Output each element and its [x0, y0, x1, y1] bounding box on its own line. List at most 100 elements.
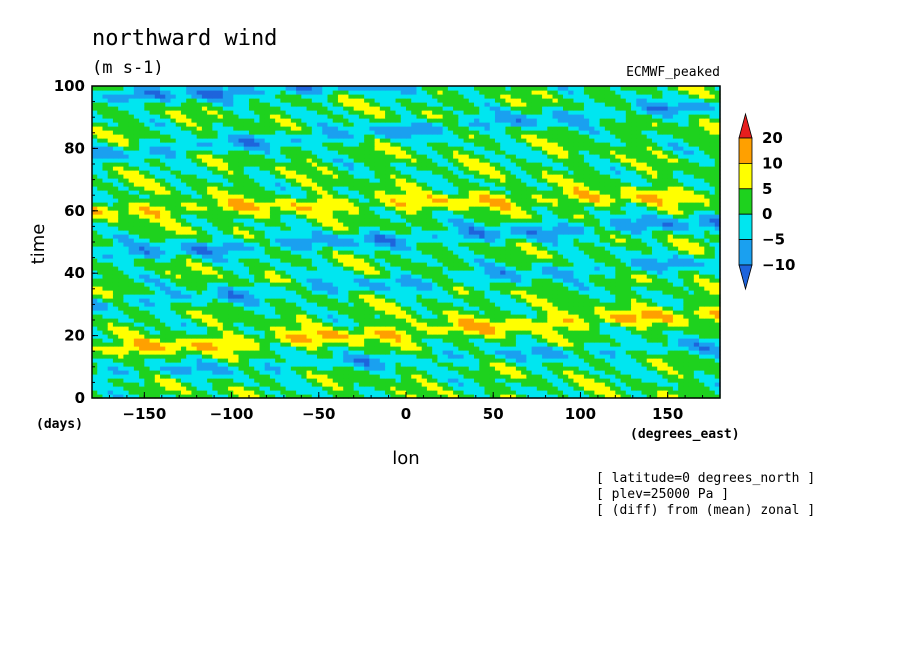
heatmap-cell [285, 234, 292, 239]
heatmap-cell [186, 230, 193, 235]
heatmap-cell [275, 386, 281, 391]
heatmap-cell [416, 302, 423, 307]
heatmap-cell [510, 362, 517, 367]
heatmap-cell [678, 294, 684, 299]
heatmap-cell [552, 262, 559, 267]
heatmap-cell [180, 278, 187, 283]
heatmap-cell [133, 294, 140, 299]
heatmap-cell [641, 306, 648, 311]
heatmap-cell [233, 274, 240, 279]
heatmap-cell [306, 322, 313, 327]
heatmap-cell [594, 310, 601, 315]
heatmap-cell [369, 322, 376, 327]
heatmap-cell [714, 390, 721, 395]
heatmap-cell [348, 394, 355, 399]
heatmap-cell [369, 394, 376, 399]
heatmap-cell [139, 258, 145, 263]
heatmap-cell [364, 314, 370, 319]
heatmap-cell [547, 258, 554, 263]
heatmap-cell [317, 314, 323, 319]
heatmap-cell [222, 302, 229, 307]
heatmap-cell [112, 270, 119, 275]
heatmap-cell [641, 262, 648, 267]
heatmap-cell [348, 338, 355, 343]
heatmap-cell [385, 298, 391, 303]
heatmap-cell [337, 246, 344, 251]
heatmap-cell [552, 282, 559, 287]
heatmap-cell [97, 310, 104, 315]
heatmap-cell [107, 310, 114, 315]
heatmap-cell [709, 318, 716, 323]
heatmap-cell [521, 338, 527, 343]
heatmap-cell [196, 294, 203, 299]
heatmap-cell [625, 338, 632, 343]
heatmap-cell [180, 382, 187, 387]
heatmap-cell [139, 346, 145, 351]
heatmap-cell [573, 382, 580, 387]
heatmap-cell [269, 366, 276, 371]
heatmap-cell [552, 386, 559, 391]
heatmap-cell [269, 254, 276, 259]
heatmap-cell [175, 390, 182, 395]
heatmap-cell [170, 338, 177, 343]
heatmap-cell [536, 282, 543, 287]
heatmap-cell [510, 354, 517, 359]
heatmap-cell [709, 250, 716, 255]
heatmap-cell [395, 230, 402, 235]
heatmap-cell [217, 286, 224, 291]
heatmap-cell [118, 258, 124, 263]
heatmap-cell [651, 278, 658, 283]
heatmap-cell [139, 350, 145, 355]
heatmap-cell [583, 306, 590, 311]
heatmap-cell [646, 386, 653, 391]
heatmap-cell [222, 358, 229, 363]
heatmap-cell [196, 274, 203, 279]
heatmap-cell [631, 294, 637, 299]
heatmap-cell [563, 322, 569, 327]
heatmap-cell [348, 334, 355, 339]
heatmap-cell [322, 370, 329, 375]
heatmap-cell [301, 326, 308, 331]
heatmap-cell [180, 330, 187, 335]
heatmap-cell [411, 326, 418, 331]
heatmap-cell [233, 298, 240, 303]
heatmap-cell [583, 286, 590, 291]
heatmap-cell [505, 374, 512, 379]
heatmap-cell [416, 394, 423, 399]
heatmap-cell [651, 262, 658, 267]
heatmap-cell [290, 302, 297, 307]
heatmap-cell [636, 374, 643, 379]
heatmap-cell [369, 262, 376, 267]
heatmap-cell [264, 318, 271, 323]
heatmap-cell [165, 322, 172, 327]
heatmap-cell [259, 286, 266, 291]
heatmap-cell [442, 290, 449, 295]
heatmap-cell [458, 238, 465, 243]
heatmap-cell [212, 282, 219, 287]
heatmap-cell [285, 350, 292, 355]
heatmap-cell [207, 282, 213, 287]
heatmap-cell [526, 282, 533, 287]
heatmap-cell [421, 258, 428, 263]
heatmap-cell [97, 386, 104, 391]
heatmap-cell [385, 358, 391, 363]
heatmap-cell [531, 246, 538, 251]
heatmap-cell [463, 262, 470, 267]
heatmap-cell [170, 286, 177, 291]
heatmap-cell [657, 374, 664, 379]
heatmap-cell [118, 362, 124, 367]
heatmap-cell [667, 250, 674, 255]
heatmap-cell [107, 378, 114, 383]
heatmap-cell [243, 326, 250, 331]
heatmap-cell [620, 386, 627, 391]
heatmap-cell [306, 238, 313, 243]
heatmap-cell [364, 358, 370, 363]
heatmap-cell [311, 358, 318, 363]
heatmap-cell [494, 358, 501, 363]
heatmap-cell [641, 362, 648, 367]
heatmap-cell [238, 394, 245, 399]
heatmap-cell [102, 374, 109, 379]
heatmap-cell [662, 274, 669, 279]
heatmap-cell [317, 242, 323, 247]
heatmap-cell [657, 290, 664, 295]
